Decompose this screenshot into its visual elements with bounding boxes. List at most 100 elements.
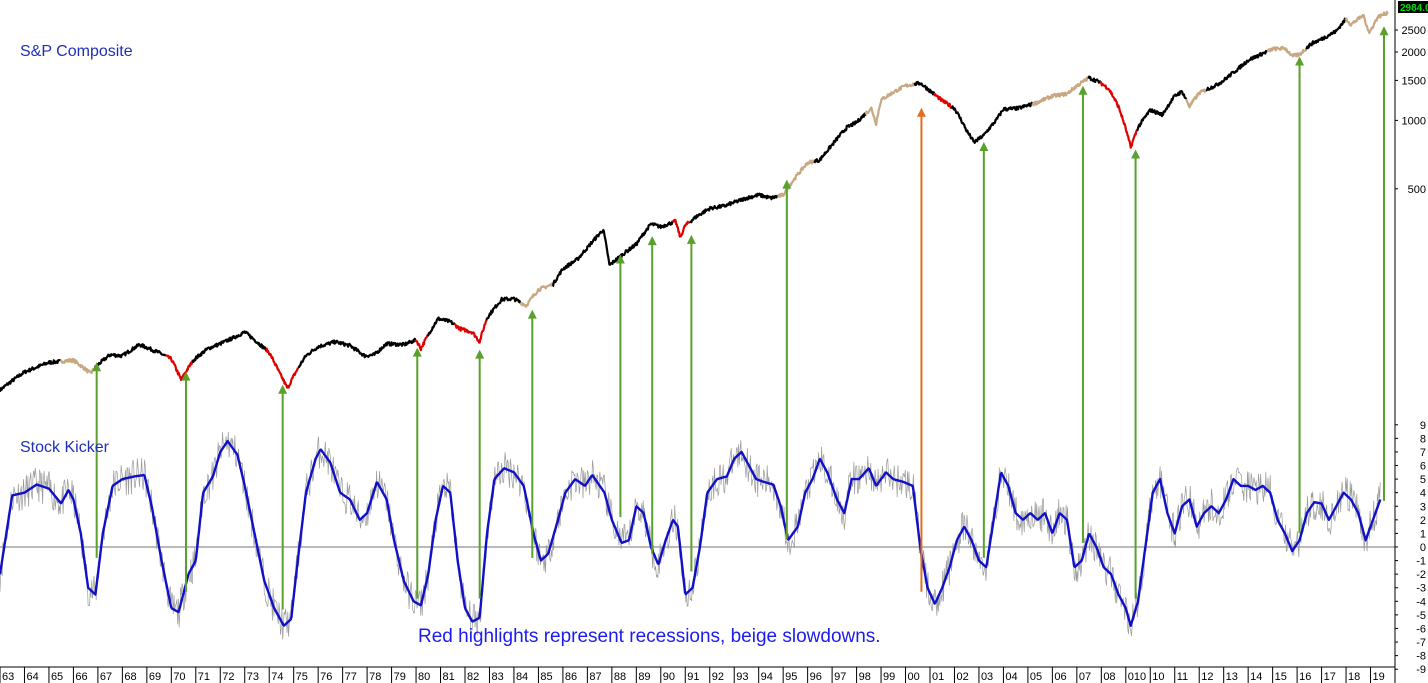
x-tick-label: 97: [834, 671, 846, 683]
price-line-segment-slowdown: [1344, 10, 1389, 35]
price-line-segment-normal: [426, 316, 456, 337]
x-tick-label: 10: [1152, 671, 1164, 683]
x-tick-label: 78: [369, 671, 381, 683]
x-tick-label: 16: [1299, 671, 1311, 683]
price-panel-title: S&P Composite: [20, 43, 133, 60]
signal-arrow-head: [686, 234, 696, 244]
signal-arrow-head: [1131, 149, 1141, 159]
x-tick-label: 11: [1177, 671, 1188, 683]
x-tick-label: 74: [271, 671, 283, 683]
x-tick-label: 14: [1250, 671, 1262, 683]
signal-arrow-head: [615, 254, 625, 264]
price-line-segment-normal: [191, 330, 268, 363]
x-tick-label: 01: [932, 671, 944, 683]
x-tick-label: 63: [2, 671, 14, 683]
price-line-segment-recession: [414, 334, 429, 352]
x-tick-label: 66: [75, 671, 87, 683]
x-tick-label: 17: [1324, 671, 1336, 683]
indicator-y-tick-label: -6: [1416, 623, 1426, 635]
x-tick-label: 88: [614, 671, 626, 683]
indicator-series-layer: [0, 431, 1382, 640]
price-y-tick-label: 1000: [1402, 115, 1426, 127]
indicator-y-tick-label: -3: [1416, 583, 1426, 595]
x-tick-label: 83: [491, 671, 503, 683]
signal-arrow-head: [916, 107, 926, 117]
x-tick-label: 91: [687, 671, 699, 683]
price-line-segment-slowdown: [59, 357, 96, 374]
price-line-segment-recession: [1099, 81, 1139, 149]
x-tick-label: 08: [1103, 671, 1115, 683]
x-tick-label: 69: [149, 671, 161, 683]
price-line-segment-recession: [671, 218, 691, 238]
price-line-segment-normal: [950, 101, 1034, 144]
signal-arrow-head: [647, 236, 657, 246]
x-tick-label: 79: [394, 671, 406, 683]
x-tick-label: 90: [663, 671, 675, 683]
x-tick-label: 87: [589, 671, 601, 683]
indicator-y-tick-label: -2: [1416, 569, 1426, 581]
indicator-y-tick-label: 2: [1420, 515, 1426, 527]
x-tick-label: 76: [320, 671, 332, 683]
price-line-segment-normal: [913, 80, 936, 96]
x-tick-label: 64: [26, 671, 38, 683]
x-tick-label: 18: [1348, 671, 1360, 683]
x-tick-label: 86: [565, 671, 577, 683]
price-y-tick-label: 500: [1408, 184, 1426, 196]
indicator-panel-title: Stock Kicker: [20, 439, 110, 456]
price-line-segment-recession: [453, 319, 488, 344]
x-tick-label: 04: [1005, 671, 1017, 683]
indicator-y-tick-label: 9: [1420, 420, 1426, 432]
x-tick-label: 68: [124, 671, 136, 683]
price-line-segment-recession: [265, 347, 300, 389]
x-tick-label: 67: [100, 671, 112, 683]
x-tick-label: 15: [1275, 671, 1287, 683]
x-tick-label: 85: [540, 671, 552, 683]
x-tick-label: 89: [638, 671, 650, 683]
price-line-segment-slowdown: [519, 282, 554, 308]
price-line-segment-slowdown: [1031, 76, 1090, 107]
price-line-segment-normal: [0, 358, 62, 392]
price-y-tick-label: 2500: [1402, 25, 1426, 37]
signal-arrow-head: [181, 371, 191, 381]
price-y-tick-label: 2000: [1402, 47, 1426, 59]
x-tick-label: 72: [222, 671, 234, 683]
signal-arrow-head: [527, 309, 537, 319]
x-tick-label: 03: [981, 671, 993, 683]
indicator-y-tick-label: 8: [1420, 433, 1426, 445]
x-tick-label: 010: [1128, 671, 1146, 683]
x-tick-label: 06: [1054, 671, 1066, 683]
x-tick-label: 71: [198, 671, 210, 683]
indicator-y-tick-label: -8: [1416, 651, 1426, 663]
x-tick-label: 99: [883, 671, 895, 683]
price-line-segment-slowdown: [864, 82, 916, 127]
x-tick-label: 82: [467, 671, 479, 683]
x-tick-label: 73: [247, 671, 259, 683]
indicator-y-tick-label: 4: [1420, 488, 1426, 500]
indicator-y-tick-label: 1: [1420, 528, 1426, 540]
price-line-segment-normal: [297, 337, 417, 369]
price-line-segment-normal: [93, 343, 167, 369]
price-line-segment-normal: [813, 112, 867, 164]
signal-arrow-head: [92, 362, 102, 372]
indicator-y-tick-label: -5: [1416, 610, 1426, 622]
x-tick-label: 65: [51, 671, 63, 683]
indicator-y-tick-label: -4: [1416, 596, 1426, 608]
x-tick-label: 75: [296, 671, 308, 683]
price-line-segment-slowdown: [777, 159, 816, 198]
x-tick-label: 80: [418, 671, 430, 683]
x-tick-label: 92: [712, 671, 724, 683]
x-tick-label: 96: [810, 671, 822, 683]
indicator-y-tick-label: 5: [1420, 474, 1426, 486]
price-line-segment-normal: [689, 192, 779, 224]
arrows-layer: [92, 26, 1389, 610]
indicator-y-tick-label: 6: [1420, 461, 1426, 473]
signal-arrow-head: [412, 347, 422, 357]
x-tick-label: 81: [443, 671, 455, 683]
x-tick-label: 70: [173, 671, 185, 683]
price-line-segment-normal: [1087, 75, 1102, 84]
x-tick-label: 13: [1226, 671, 1238, 683]
indicator-y-tick-label: -1: [1416, 556, 1426, 568]
